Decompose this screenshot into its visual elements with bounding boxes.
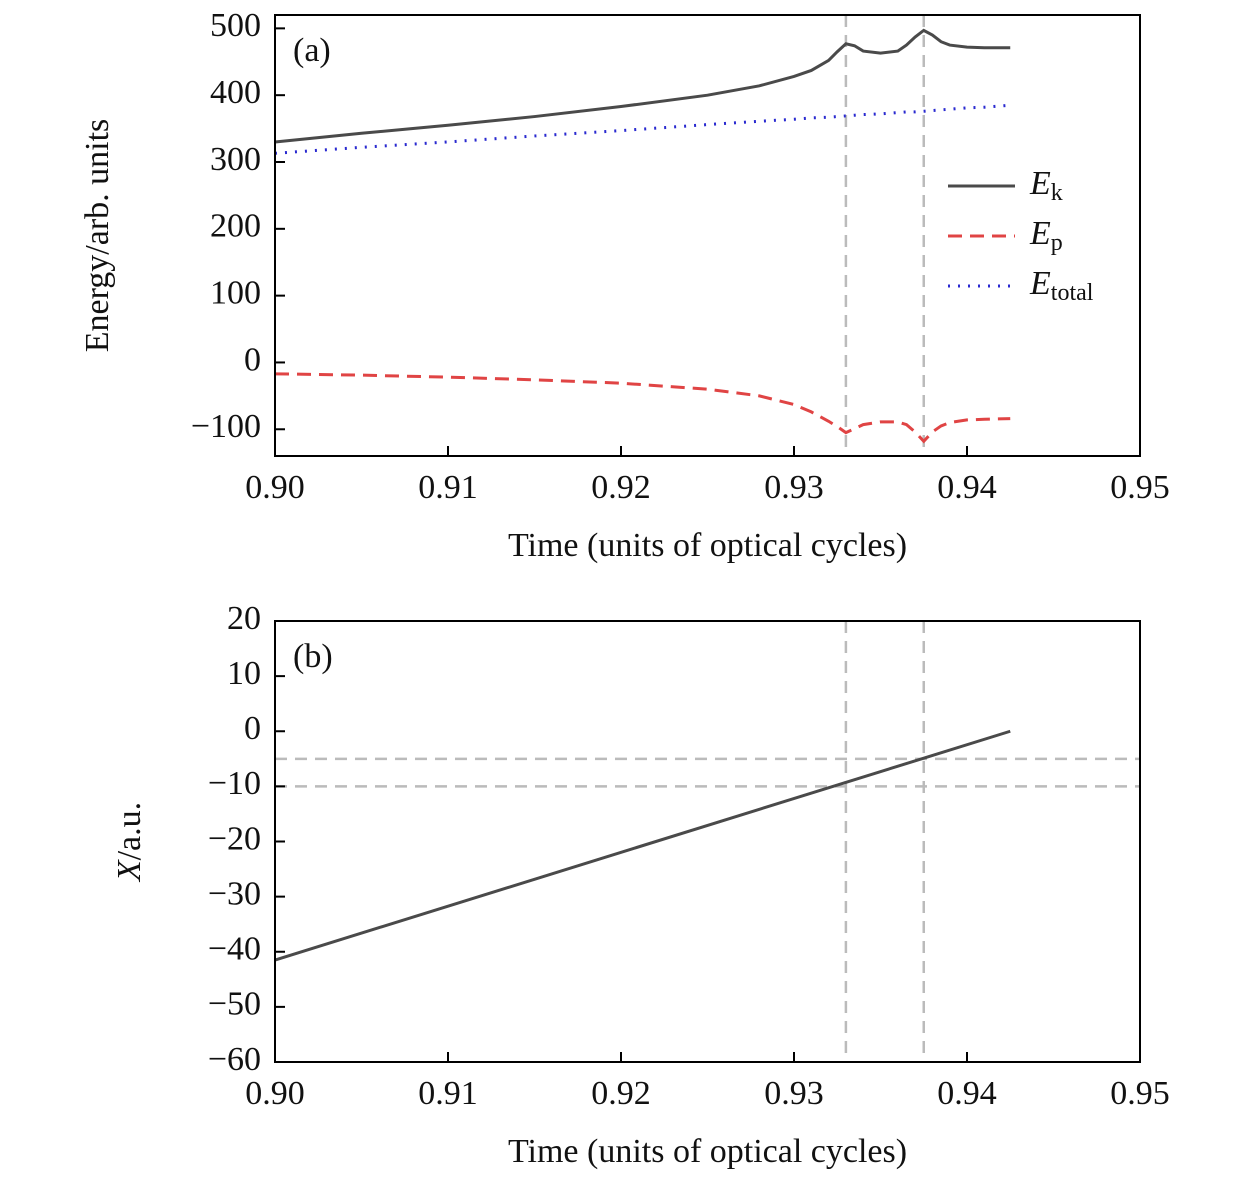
panel-label: (a) bbox=[293, 32, 331, 69]
y-tick-label: 0 bbox=[244, 341, 261, 378]
x-tick-label: 0.94 bbox=[937, 1075, 997, 1112]
y-tick-label: −50 bbox=[208, 986, 261, 1023]
legend-label: Ep bbox=[1029, 215, 1063, 256]
x-tick-label: 0.95 bbox=[1110, 469, 1170, 506]
x-tick-label: 0.93 bbox=[764, 1075, 824, 1112]
series-line bbox=[274, 729, 1011, 962]
y-tick-label: −10 bbox=[208, 765, 261, 802]
y-tick-label: 200 bbox=[210, 208, 261, 245]
y-tick-label: 500 bbox=[210, 7, 261, 44]
y-tick-label: −100 bbox=[191, 408, 261, 445]
x-tick-label: 0.90 bbox=[245, 1075, 305, 1112]
y-axis-label: X/a.u. bbox=[111, 802, 148, 883]
x-tick-label: 0.91 bbox=[418, 469, 478, 506]
y-tick-label: 300 bbox=[210, 141, 261, 178]
plot-frame bbox=[274, 14, 1141, 457]
series-line bbox=[274, 28, 1011, 144]
x-tick-label: 0.92 bbox=[591, 1075, 651, 1112]
y-tick-label: 100 bbox=[210, 274, 261, 311]
series-line bbox=[274, 103, 1011, 155]
y-tick-label: −20 bbox=[208, 820, 261, 857]
x-axis-label: Time (units of optical cycles) bbox=[508, 527, 907, 564]
y-tick-label: −30 bbox=[208, 875, 261, 912]
y-tick-label: −40 bbox=[208, 931, 261, 968]
x-tick-label: 0.91 bbox=[418, 1075, 478, 1112]
series-line bbox=[274, 372, 1011, 444]
x-tick-label: 0.93 bbox=[764, 469, 824, 506]
y-tick-label: −60 bbox=[208, 1041, 261, 1078]
x-tick-label: 0.90 bbox=[245, 469, 305, 506]
panel-label: (b) bbox=[293, 638, 333, 675]
y-axis-label: Energy/arb. units bbox=[79, 119, 116, 353]
x-tick-label: 0.94 bbox=[937, 469, 997, 506]
x-tick-label: 0.95 bbox=[1110, 1075, 1170, 1112]
x-tick-label: 0.92 bbox=[591, 469, 651, 506]
plot-frame bbox=[274, 620, 1141, 1063]
x-axis-label: Time (units of optical cycles) bbox=[508, 1133, 907, 1170]
y-tick-label: 400 bbox=[210, 74, 261, 111]
y-tick-label: 10 bbox=[227, 655, 261, 692]
legend-label: Etotal bbox=[1029, 265, 1094, 306]
y-tick-label: 0 bbox=[244, 710, 261, 747]
y-tick-label: 20 bbox=[227, 600, 261, 637]
legend-label: Ek bbox=[1029, 165, 1063, 206]
